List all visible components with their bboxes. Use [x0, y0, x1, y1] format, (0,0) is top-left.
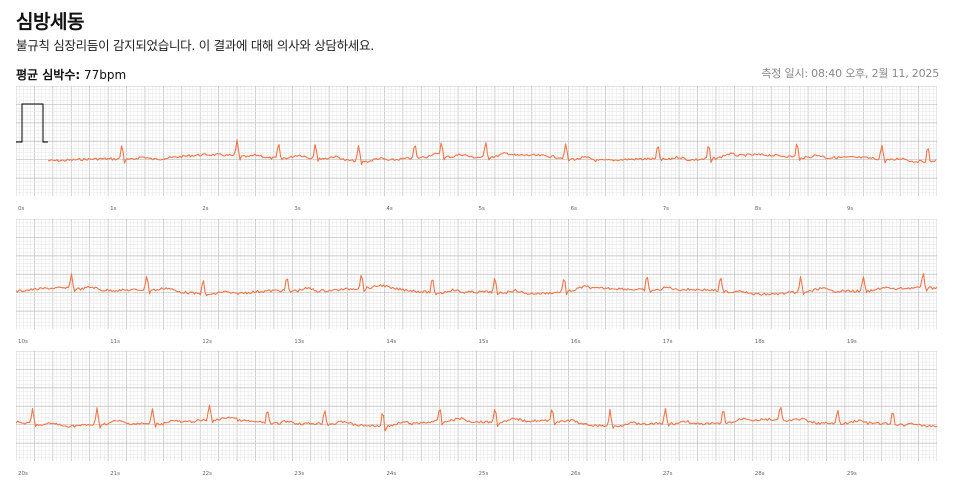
time-tick-label: 7s [663, 206, 669, 212]
time-tick-label: 28s [755, 471, 765, 477]
time-tick-label: 3s [294, 206, 300, 212]
ecg-trace [16, 404, 937, 432]
ecg-grid [16, 219, 937, 329]
ecg-strip-2-chart: 10s 11s 12s 13s 14s 15s 16s 17s 18s 19s [16, 219, 937, 345]
time-tick-label: 12s [202, 339, 212, 345]
average-heart-rate-value: 77bpm [84, 68, 127, 82]
time-tick-label: 26s [571, 471, 581, 477]
ecg-grid [16, 86, 937, 196]
time-tick-label: 19s [847, 339, 857, 345]
time-tick-label: 24s [386, 471, 396, 477]
time-tick-label: 0s [18, 206, 24, 212]
time-tick-label: 5s [479, 206, 485, 212]
ecg-strip-3-chart: 20s 21s 22s 23s 24s 25s 26s 27s 28s 29s [16, 351, 937, 477]
ecg-trace [47, 139, 937, 166]
time-tick-label: 29s [847, 471, 857, 477]
ecg-strip-1-chart: 0s 1s 2s 3s 4s 5s 6s 7s 8s 9s [16, 86, 937, 212]
ecg-strip-1: 0s 1s 2s 3s 4s 5s 6s 7s 8s 9s [16, 86, 937, 212]
ecg-grid [16, 351, 937, 461]
time-tick-label: 9s [847, 206, 853, 212]
time-tick-label: 4s [386, 206, 392, 212]
page-title: 심방세동 [16, 11, 84, 33]
time-tick-label: 20s [18, 471, 28, 477]
time-tick-label: 16s [571, 339, 581, 345]
average-heart-rate-label: 평균 심박수: [16, 68, 81, 82]
time-tick-label: 14s [386, 339, 396, 345]
time-tick-label: 25s [479, 471, 489, 477]
time-tick-label: 2s [202, 206, 208, 212]
time-tick-label: 11s [110, 339, 120, 345]
time-tick-label: 23s [294, 471, 304, 477]
calibration-pulse [16, 103, 48, 143]
time-tick-label: 13s [294, 339, 304, 345]
time-tick-label: 21s [110, 471, 120, 477]
ecg-trace [16, 273, 937, 297]
time-tick-label: 1s [110, 206, 116, 212]
time-tick-label: 27s [663, 471, 673, 477]
ecg-strip-3: 20s 21s 22s 23s 24s 25s 26s 27s 28s 29s [16, 351, 937, 477]
measurement-datetime: 측정 일시: 08:40 오후, 2월 11, 2025 [761, 67, 939, 80]
time-tick-label: 8s [755, 206, 761, 212]
time-tick-label: 17s [663, 339, 673, 345]
result-description: 불규칙 심장리듬이 감지되었습니다. 이 결과에 대해 의사와 상담하세요. [16, 38, 374, 53]
time-tick-label: 22s [202, 471, 212, 477]
average-heart-rate: 평균 심박수: 77bpm [16, 66, 126, 83]
time-tick-label: 18s [755, 339, 765, 345]
time-tick-label: 10s [18, 339, 28, 345]
ecg-strip-2: 10s 11s 12s 13s 14s 15s 16s 17s 18s 19s [16, 219, 937, 345]
time-tick-label: 15s [479, 339, 489, 345]
time-tick-label: 6s [571, 206, 577, 212]
